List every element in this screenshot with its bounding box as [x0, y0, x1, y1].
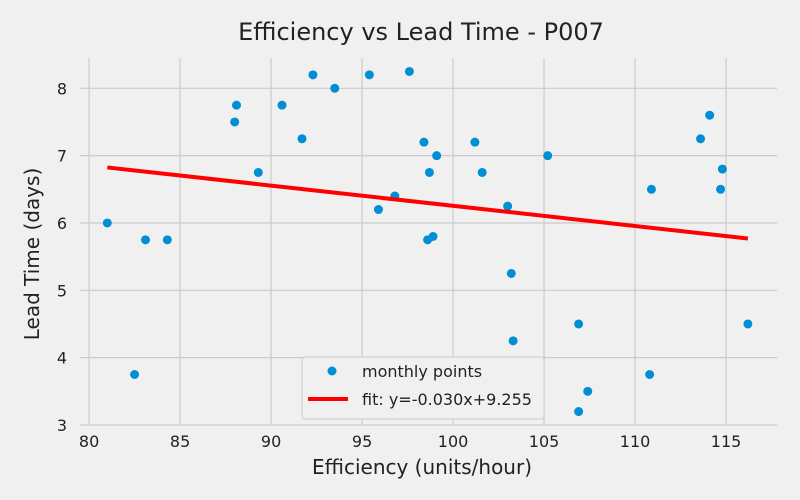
legend-label-points: monthly points [362, 362, 482, 381]
data-point [141, 235, 151, 245]
data-point [162, 235, 172, 245]
data-point [130, 369, 140, 379]
y-tick-label: 8 [57, 79, 67, 98]
data-point [508, 336, 518, 346]
data-point [230, 117, 240, 127]
scatter-points [102, 66, 753, 417]
data-point [432, 151, 442, 161]
data-point [373, 205, 383, 215]
legend-marker-points [327, 366, 337, 376]
y-tick-label: 5 [57, 281, 67, 300]
y-tick-label: 3 [57, 416, 67, 435]
legend-box [301, 356, 545, 420]
data-point [297, 134, 307, 144]
fit-line-layer [107, 165, 749, 241]
data-point [364, 70, 374, 80]
data-point [503, 201, 513, 211]
data-point [645, 369, 655, 379]
legend-label-fit: fit: y=-0.030x+9.255 [362, 390, 532, 409]
y-axis-label: Lead Time (days) [20, 168, 44, 341]
data-point [428, 231, 438, 241]
data-point [330, 83, 340, 93]
data-point [646, 184, 656, 194]
data-point [277, 100, 287, 110]
data-point [574, 407, 584, 417]
data-point [705, 110, 715, 120]
y-tick-label: 7 [57, 147, 67, 166]
legend: monthly points fit: y=-0.030x+9.255 [301, 356, 545, 420]
data-point [424, 167, 434, 177]
x-tick-label: 105 [529, 432, 560, 451]
tick-labels: 80 85 90 95 100 105 110 115 3 4 5 6 7 8 [57, 79, 742, 451]
x-tick-label: 80 [79, 432, 99, 451]
data-point [253, 167, 263, 177]
data-point [102, 218, 112, 228]
data-point [308, 70, 318, 80]
data-point [470, 137, 480, 147]
data-point [696, 134, 706, 144]
y-tick-label: 4 [57, 349, 67, 368]
data-point [583, 386, 593, 396]
x-tick-label: 95 [352, 432, 372, 451]
data-point [743, 319, 753, 329]
x-tick-label: 90 [261, 432, 281, 451]
y-tick-label: 6 [57, 214, 67, 233]
data-point [232, 100, 242, 110]
chart-title: Efficiency vs Lead Time - P007 [238, 18, 604, 46]
fit-line [107, 165, 749, 241]
x-tick-label: 100 [438, 432, 469, 451]
data-point [574, 319, 584, 329]
x-tick-label: 85 [170, 432, 190, 451]
data-point [716, 184, 726, 194]
x-axis-label: Efficiency (units/hour) [312, 455, 532, 479]
x-tick-label: 115 [711, 432, 742, 451]
data-point [477, 167, 487, 177]
data-point [717, 164, 727, 174]
x-tick-label: 110 [620, 432, 651, 451]
data-point [543, 151, 553, 161]
data-point [506, 268, 516, 278]
data-point [404, 66, 414, 76]
data-point [419, 137, 429, 147]
